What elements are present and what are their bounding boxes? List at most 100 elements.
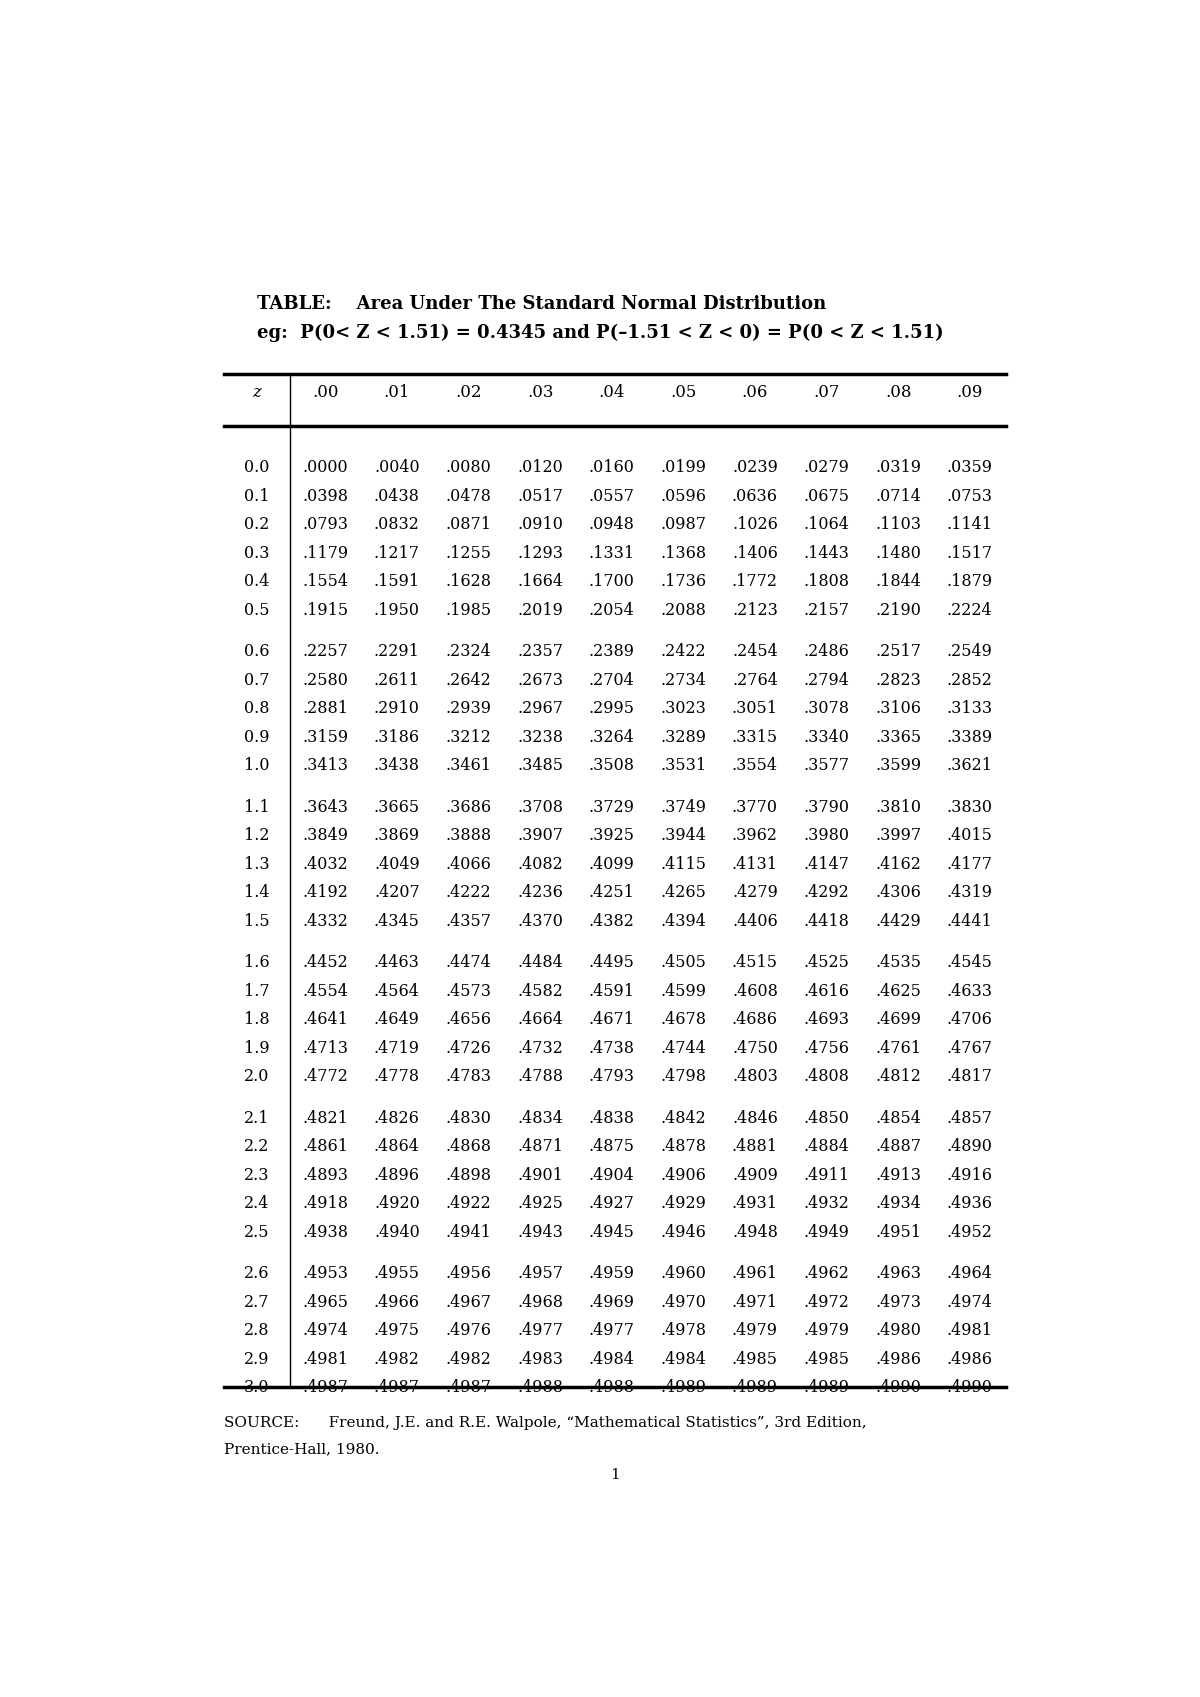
Text: .4934: .4934 <box>875 1195 922 1212</box>
Text: .4798: .4798 <box>660 1069 707 1086</box>
Text: .2324: .2324 <box>445 643 492 660</box>
Text: 0.4: 0.4 <box>245 574 270 591</box>
Text: .4826: .4826 <box>374 1110 420 1127</box>
Text: .4817: .4817 <box>947 1069 992 1086</box>
Text: .3907: .3907 <box>517 828 563 845</box>
Text: .2939: .2939 <box>445 701 492 718</box>
Text: .0596: .0596 <box>660 489 707 506</box>
Text: .4948: .4948 <box>732 1224 778 1241</box>
Text: .3508: .3508 <box>589 757 635 774</box>
Text: .3212: .3212 <box>445 730 492 747</box>
Text: .4979: .4979 <box>732 1322 778 1339</box>
Text: .4990: .4990 <box>947 1380 992 1397</box>
Text: .2517: .2517 <box>875 643 922 660</box>
Text: .3051: .3051 <box>732 701 778 718</box>
Text: .4706: .4706 <box>947 1011 992 1028</box>
Text: .4981: .4981 <box>947 1322 992 1339</box>
Text: 1: 1 <box>610 1468 620 1481</box>
Text: .0636: .0636 <box>732 489 778 506</box>
Text: .3708: .3708 <box>517 799 563 816</box>
Text: .4945: .4945 <box>589 1224 635 1241</box>
Text: .06: .06 <box>742 384 768 400</box>
Text: 2.1: 2.1 <box>245 1110 270 1127</box>
Text: .1141: .1141 <box>947 516 992 533</box>
Text: .2088: .2088 <box>660 602 707 619</box>
Text: .0557: .0557 <box>589 489 635 506</box>
Text: .1331: .1331 <box>589 545 635 562</box>
Text: .4966: .4966 <box>374 1293 420 1312</box>
Text: .4989: .4989 <box>804 1380 850 1397</box>
Text: .3023: .3023 <box>660 701 707 718</box>
Text: .0517: .0517 <box>517 489 563 506</box>
Text: .3264: .3264 <box>589 730 635 747</box>
Text: .4986: .4986 <box>947 1351 992 1368</box>
Text: .3413: .3413 <box>302 757 348 774</box>
Text: .0910: .0910 <box>517 516 563 533</box>
Text: .4292: .4292 <box>804 884 850 901</box>
Text: .4973: .4973 <box>875 1293 922 1312</box>
Text: .4082: .4082 <box>517 855 563 872</box>
Text: .3315: .3315 <box>732 730 778 747</box>
Text: .4573: .4573 <box>445 983 492 1000</box>
Text: .3643: .3643 <box>302 799 348 816</box>
Text: .4962: .4962 <box>804 1266 850 1283</box>
Text: 1.5: 1.5 <box>244 913 270 930</box>
Text: .3159: .3159 <box>302 730 348 747</box>
Text: .4964: .4964 <box>947 1266 992 1283</box>
Text: .4925: .4925 <box>517 1195 563 1212</box>
Text: .0199: .0199 <box>660 460 707 477</box>
Text: .4032: .4032 <box>302 855 348 872</box>
Text: .4932: .4932 <box>804 1195 850 1212</box>
Text: 0.8: 0.8 <box>245 701 270 718</box>
Text: .1443: .1443 <box>804 545 850 562</box>
Text: .4875: .4875 <box>589 1139 635 1156</box>
Text: .0438: .0438 <box>374 489 420 506</box>
Text: .4969: .4969 <box>589 1293 635 1312</box>
Text: .4803: .4803 <box>732 1069 778 1086</box>
Text: .4505: .4505 <box>660 954 707 971</box>
Text: .3289: .3289 <box>660 730 707 747</box>
Text: .2357: .2357 <box>517 643 563 660</box>
Text: 1.3: 1.3 <box>244 855 270 872</box>
Text: .4901: .4901 <box>517 1168 563 1185</box>
Text: .4931: .4931 <box>732 1195 778 1212</box>
Text: .4788: .4788 <box>517 1069 563 1086</box>
Text: .4850: .4850 <box>804 1110 850 1127</box>
Text: 0.9: 0.9 <box>245 730 270 747</box>
Text: .4868: .4868 <box>445 1139 492 1156</box>
Text: .2422: .2422 <box>660 643 706 660</box>
Text: .1217: .1217 <box>374 545 420 562</box>
Text: .4484: .4484 <box>517 954 563 971</box>
Text: 2.6: 2.6 <box>245 1266 270 1283</box>
Text: .1985: .1985 <box>445 602 492 619</box>
Text: .4984: .4984 <box>660 1351 707 1368</box>
Text: .1480: .1480 <box>875 545 922 562</box>
Text: 0.0: 0.0 <box>245 460 270 477</box>
Text: .4066: .4066 <box>445 855 492 872</box>
Text: .0398: .0398 <box>302 489 348 506</box>
Text: 0.3: 0.3 <box>245 545 270 562</box>
Text: .4761: .4761 <box>875 1040 922 1057</box>
Text: .2995: .2995 <box>589 701 635 718</box>
Text: .3238: .3238 <box>517 730 563 747</box>
Text: .2967: .2967 <box>517 701 563 718</box>
Text: .4345: .4345 <box>374 913 420 930</box>
Text: .4884: .4884 <box>804 1139 850 1156</box>
Text: .3078: .3078 <box>804 701 850 718</box>
Text: .0987: .0987 <box>660 516 707 533</box>
Text: .4864: .4864 <box>374 1139 420 1156</box>
Text: .0793: .0793 <box>302 516 348 533</box>
Text: SOURCE:      Freund, J.E. and R.E. Walpole, “Mathematical Statistics”, 3rd Editi: SOURCE: Freund, J.E. and R.E. Walpole, “… <box>224 1415 868 1431</box>
Text: 0.2: 0.2 <box>245 516 270 533</box>
Text: .0714: .0714 <box>875 489 922 506</box>
Text: .4904: .4904 <box>589 1168 635 1185</box>
Text: .4394: .4394 <box>660 913 707 930</box>
Text: .4162: .4162 <box>875 855 922 872</box>
Text: .3770: .3770 <box>732 799 778 816</box>
Text: .2611: .2611 <box>374 672 420 689</box>
Text: .2734: .2734 <box>660 672 707 689</box>
Text: .4147: .4147 <box>804 855 850 872</box>
Text: .4974: .4974 <box>302 1322 348 1339</box>
Text: .4099: .4099 <box>589 855 635 872</box>
Text: .4929: .4929 <box>660 1195 707 1212</box>
